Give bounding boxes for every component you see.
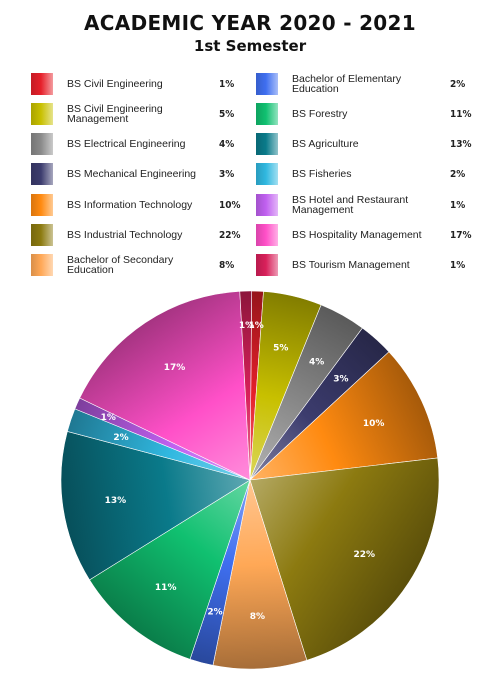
legend-label: Bachelor of Elementary Education — [292, 73, 402, 95]
pie-slice-bs-tourism-management — [239, 290, 252, 481]
chart-title: ACADEMIC YEAR 2020 - 2021 — [84, 11, 416, 35]
legend-item-civil-engineering-management: BS Civil Engineering Management 5% — [31, 102, 246, 126]
legend-percent: 1% — [450, 199, 466, 211]
legend-label: BS Tourism Management — [292, 259, 410, 271]
legend-swatch — [31, 254, 53, 276]
legend-swatch — [31, 73, 53, 95]
legend-swatch — [256, 73, 278, 95]
legend-label: BS Information Technology — [67, 199, 193, 211]
pie-slice-bs-information-technology — [249, 351, 439, 481]
legend-item-elementary-education: Bachelor of Elementary Education 2% — [256, 72, 471, 96]
slice-value-label: 3% — [333, 375, 348, 385]
pie-slices — [60, 290, 440, 670]
legend-percent: 5% — [219, 108, 235, 120]
legend-label: BS Electrical Engineering — [67, 138, 186, 150]
slice-value-label: 1% — [249, 321, 264, 331]
slice-value-label: 2% — [207, 608, 222, 618]
legend-percent: 10% — [219, 199, 241, 211]
legend-item-tourism-management: BS Tourism Management 1% — [256, 253, 471, 277]
pie-slice-bs-hospitality-management — [79, 290, 251, 481]
legend-label: BS Civil Engineering — [67, 78, 163, 90]
legend-item-mechanical-engineering: BS Mechanical Engineering 3% — [31, 162, 246, 186]
legend-percent: 13% — [450, 138, 472, 150]
pie-labels: 1% 5% 4% 3% 10% 22% 8% 2% 11% 13% 2% 1% 17% 1% — [101, 321, 385, 622]
legend-label: BS Hotel and Restaurant Management — [292, 194, 409, 216]
legend-item-hospitality-management: BS Hospitality Management 17% — [256, 223, 472, 247]
legend-percent: 1% — [450, 259, 466, 271]
legend-label: Bachelor of Secondary Education — [67, 254, 174, 276]
legend-item-secondary-education: Bachelor of Secondary Education 8% — [31, 253, 246, 277]
slice-value-label: 22% — [354, 550, 376, 560]
legend-label: BS Fisheries — [292, 168, 352, 180]
legend-label: BS Agriculture — [292, 138, 359, 150]
slice-value-label: 11% — [155, 583, 177, 593]
slice-value-label: 5% — [273, 344, 288, 354]
legend-percent: 3% — [219, 168, 235, 180]
legend-swatch — [31, 224, 53, 246]
legend-item-hotel-restaurant-management: BS Hotel and Restaurant Management 1% — [256, 193, 471, 217]
legend-swatch — [256, 163, 278, 185]
legend-item-fisheries: BS Fisheries 2% — [256, 162, 471, 186]
pie-slice-bachelor-of-secondary-education — [212, 479, 308, 670]
legend-percent: 22% — [219, 229, 241, 241]
legend-percent: 2% — [450, 168, 466, 180]
legend-percent: 17% — [450, 229, 472, 241]
legend-percent: 4% — [219, 138, 235, 150]
legend-swatch — [256, 103, 278, 125]
slice-value-label: 1% — [101, 413, 116, 423]
legend-swatch — [256, 254, 278, 276]
chart-legend: BS Civil Engineering 1% BS Civil Enginee… — [0, 0, 500, 290]
legend-swatch — [31, 194, 53, 216]
legend-percent: 8% — [219, 259, 235, 271]
slice-value-label: 1% — [239, 321, 254, 331]
legend-percent: 11% — [450, 108, 472, 120]
legend-swatch — [256, 224, 278, 246]
slice-value-label: 8% — [250, 612, 265, 622]
legend-percent: 1% — [219, 78, 235, 90]
legend-item-forestry: BS Forestry 11% — [256, 102, 472, 126]
legend-label: BS Hospitality Management — [292, 229, 422, 241]
slice-value-label: 10% — [363, 419, 385, 429]
slice-value-label: 4% — [309, 357, 324, 367]
chart-subtitle: 1st Semester — [193, 37, 307, 55]
pie-slice-bs-forestry — [89, 479, 251, 660]
slice-value-label: 13% — [105, 496, 127, 506]
legend-label: BS Industrial Technology — [67, 229, 183, 241]
legend-swatch — [256, 133, 278, 155]
legend-item-industrial-technology: BS Industrial Technology 22% — [31, 223, 246, 247]
legend-swatch — [31, 103, 53, 125]
legend-swatch — [256, 194, 278, 216]
legend-percent: 2% — [450, 78, 466, 90]
slice-value-label: 17% — [164, 363, 186, 373]
legend-item-agriculture: BS Agriculture 13% — [256, 132, 472, 156]
legend-item-information-technology: BS Information Technology 10% — [31, 193, 246, 217]
legend-item-civil-engineering: BS Civil Engineering 1% — [31, 72, 246, 96]
legend-swatch — [31, 133, 53, 155]
legend-swatch — [31, 163, 53, 185]
pie-slice-bs-industrial-technology — [249, 457, 440, 661]
legend-label: BS Forestry — [292, 108, 348, 120]
legend-item-electrical-engineering: BS Electrical Engineering 4% — [31, 132, 246, 156]
legend-label: BS Civil Engineering Management — [67, 103, 163, 125]
slice-value-label: 2% — [113, 433, 128, 443]
pie-slice-bs-agriculture — [60, 431, 251, 581]
legend-label: BS Mechanical Engineering — [67, 168, 196, 180]
